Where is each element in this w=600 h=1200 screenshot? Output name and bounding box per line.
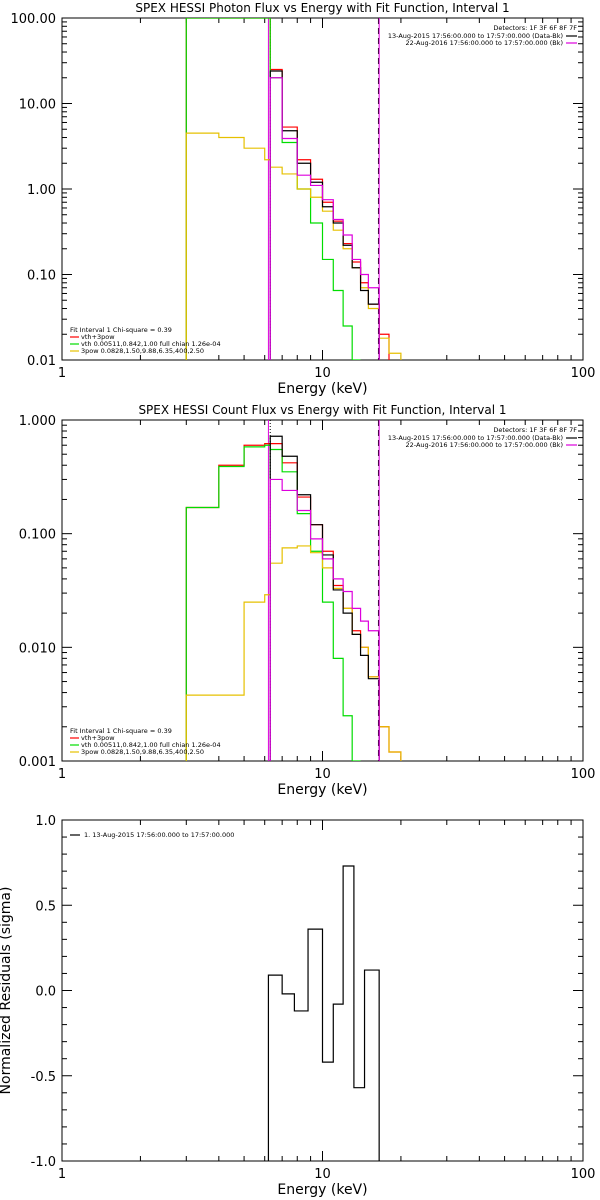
y-tick-label: 0.10 — [27, 269, 56, 284]
y-tick-label: -1.0 — [31, 1155, 56, 1170]
y-tick-label: 0.001 — [19, 755, 56, 770]
detectors-label: Detectors: 1F 3F 6F 8F 7F — [493, 426, 577, 434]
detectors-label: Detectors: 1F 3F 6F 8F 7F — [493, 24, 577, 32]
y-tick-label: 10.00 — [19, 98, 56, 113]
interval-legend-text: 13-Aug-2015 17:56:00.000 to 17:57:00.000… — [388, 434, 563, 442]
fit-legend-text: vth+3pow — [81, 333, 115, 341]
y-axis-label: Normalized Residuals (sigma) — [0, 887, 14, 1095]
interval-legend-text: 22-Aug-2016 17:56:00.000 to 17:57:00.000… — [406, 39, 563, 47]
fit-info-label: Fit Interval 1 Chi-square = 0.39 — [70, 727, 172, 735]
fit-legend-text: 3pow 0.0828,1.50,9.88,6.35,400,2.50 — [81, 748, 204, 756]
chart-title: SPEX HESSI Photon Flux vs Energy with Fi… — [135, 1, 509, 15]
series-green-histogram — [185, 444, 361, 761]
x-axis-label: Energy (keV) — [277, 381, 367, 397]
series-yellow-histogram — [185, 132, 402, 360]
y-tick-label: 1.0 — [35, 814, 56, 829]
x-tick-label: 100 — [571, 767, 596, 782]
series-red-histogram — [185, 18, 390, 360]
series-group — [185, 18, 402, 360]
series-black-histogram — [267, 865, 380, 1161]
y-tick-label: 0.5 — [35, 899, 56, 914]
x-tick-label: 1 — [58, 1167, 66, 1182]
y-tick-label: 100.00 — [11, 12, 57, 27]
fit-info-label: Fit Interval 1 Chi-square = 0.39 — [70, 326, 172, 334]
series-group — [267, 865, 380, 1161]
x-tick-label: 10 — [314, 767, 331, 782]
series-black-histogram — [269, 435, 380, 761]
series-group — [185, 435, 402, 761]
y-tick-label: 0.100 — [19, 528, 56, 543]
x-tick-label: 10 — [314, 1167, 331, 1182]
x-tick-label: 1 — [58, 366, 66, 381]
x-tick-label: 100 — [571, 1167, 596, 1182]
residual-legend-text: 1. 13-Aug-2015 17:56:00.000 to 17:57:00.… — [84, 831, 234, 839]
x-tick-label: 1 — [58, 767, 66, 782]
interval-legend-text: 22-Aug-2016 17:56:00.000 to 17:57:00.000… — [406, 441, 563, 449]
x-axis-label: Energy (keV) — [277, 782, 367, 798]
y-tick-label: 1.00 — [27, 183, 56, 198]
fit-legend-text: vth+3pow — [81, 734, 115, 742]
series-magenta-histogram — [269, 77, 380, 360]
count-flux-panel: SPEX HESSI Count Flux vs Energy with Fit… — [19, 403, 596, 798]
series-yellow-histogram — [185, 545, 402, 761]
x-tick-label: 10 — [314, 366, 331, 381]
x-tick-label: 100 — [571, 366, 596, 381]
y-tick-label: 0.01 — [27, 354, 56, 369]
chart-title: SPEX HESSI Count Flux vs Energy with Fit… — [138, 403, 506, 417]
fit-legend-text: vth 0.00511,0.842,1.00 full chian 1.26e-… — [81, 741, 221, 749]
residuals-panel: 1 10 100 -1.0 -0.5 0.0 0.5 1.0 Energy (keV) Norma… — [0, 814, 595, 1198]
interval-legend-text: 13-Aug-2015 17:56:00.000 to 17:57:00.000… — [388, 32, 563, 40]
series-magenta-histogram — [269, 478, 380, 761]
photon-flux-panel: SPEX HESSI Photon Flux vs Energy with Fi… — [11, 1, 596, 397]
y-tick-label: -0.5 — [31, 1070, 56, 1085]
x-axis-label: Energy (keV) — [277, 1182, 367, 1198]
y-tick-label: 1.000 — [19, 414, 56, 429]
fit-legend-text: 3pow 0.0828,1.50,9.88,6.35,400,2.50 — [81, 347, 204, 355]
y-tick-label: 0.010 — [19, 641, 56, 656]
fit-legend-text: vth 0.00511,0.842,1.00 full chian 1.26e-… — [81, 340, 221, 348]
series-black-histogram — [269, 70, 380, 360]
y-tick-label: 0.0 — [35, 985, 56, 1000]
